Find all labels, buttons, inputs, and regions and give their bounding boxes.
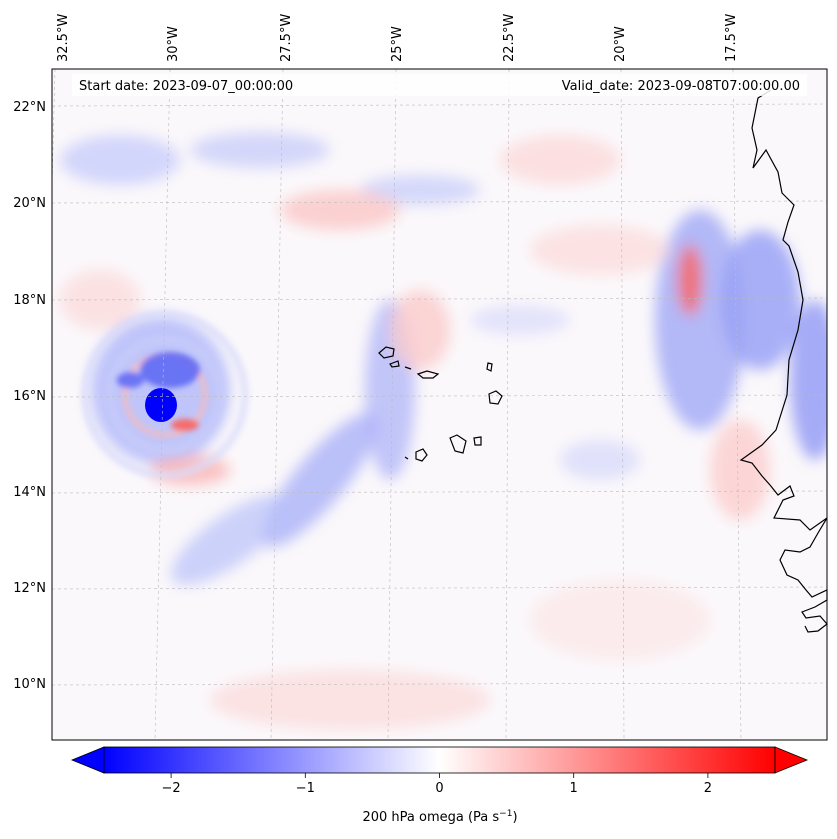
lat-label-16n: 16°N — [13, 389, 46, 404]
colorbar-label-close: ) — [512, 810, 517, 825]
colorbar-tick-label: 2 — [704, 781, 712, 796]
colorbar-ticks: −2 −1 0 1 2 — [162, 773, 712, 796]
omega-field — [60, 132, 827, 730]
cyclone-core — [145, 388, 177, 422]
lat-label-22n: 22°N — [13, 100, 46, 115]
lon-label-30w: 30°W — [166, 26, 181, 62]
cyclone-spiral — [81, 311, 249, 479]
map-panel[interactable]: Start date: 2023-09-07_00:00:00 Valid_da… — [38, 68, 837, 741]
lon-label-17-5w: 17.5°W — [724, 14, 739, 62]
colorbar-extend-max — [774, 746, 809, 774]
lat-label-20n: 20°N — [13, 196, 46, 211]
cape-verde-islands — [378, 346, 503, 462]
colorbar-label-text: 200 hPa omega (Pa s — [362, 810, 499, 825]
graticule — [52, 69, 827, 740]
colorbar: −2 −1 0 1 2 200 hPa omega (Pa s−1) — [70, 746, 809, 825]
map-frame — [51, 68, 828, 741]
lon-label-32-5w: 32.5°W — [56, 14, 71, 62]
latitude-labels: 22°N 20°N 18°N 16°N 14°N 12°N 10°N — [13, 100, 46, 692]
lon-label-27-5w: 27.5°W — [279, 14, 294, 62]
lat-label-18n: 18°N — [13, 293, 46, 308]
colorbar-extend-min — [70, 746, 105, 774]
lon-label-25w: 25°W — [390, 26, 405, 62]
lat-label-10n: 10°N — [13, 677, 46, 692]
longitude-labels: 32.5°W 30°W 27.5°W 25°W 22.5°W 20°W 17.5… — [56, 14, 739, 62]
colorbar-label-exponent: −1 — [499, 809, 512, 819]
colorbar-tick-label: 1 — [570, 781, 578, 796]
colorbar-tick-label: −1 — [296, 781, 315, 796]
colorbar-tick-label: −2 — [162, 781, 181, 796]
colorbar-gradient — [103, 746, 776, 774]
lat-label-12n: 12°N — [13, 581, 46, 596]
date-header-background — [72, 74, 807, 96]
lon-label-20w: 20°W — [613, 26, 628, 62]
colorbar-tick-label: 0 — [435, 781, 443, 796]
start-date-label: Start date: 2023-09-07_00:00:00 — [79, 79, 293, 94]
lat-label-14n: 14°N — [13, 485, 46, 500]
colorbar-label: 200 hPa omega (Pa s−1) — [362, 809, 517, 825]
lon-label-22-5w: 22.5°W — [502, 14, 517, 62]
valid-date-label: Valid_date: 2023-09-08T07:00:00.00 — [562, 79, 800, 94]
